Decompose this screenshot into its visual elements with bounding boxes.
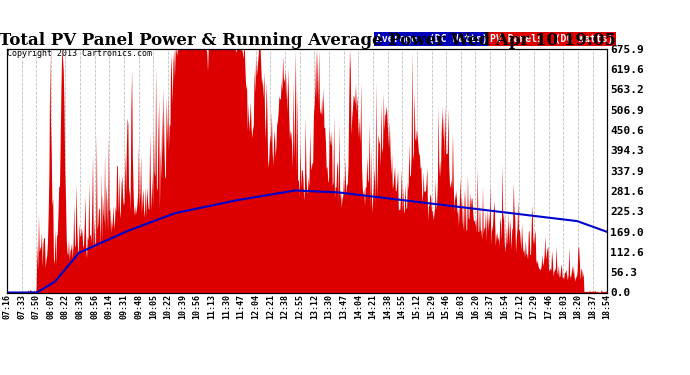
Text: Copyright 2013 Cartronics.com: Copyright 2013 Cartronics.com	[7, 49, 152, 58]
Text: Average  (DC Watts): Average (DC Watts)	[376, 34, 488, 44]
Text: PV Panels  (DC Watts): PV Panels (DC Watts)	[490, 34, 613, 44]
Title: Total PV Panel Power & Running Average Power Wed Apr 10 19:05: Total PV Panel Power & Running Average P…	[0, 32, 615, 49]
